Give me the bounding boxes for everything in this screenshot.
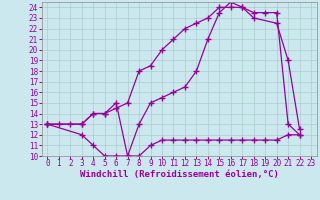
- X-axis label: Windchill (Refroidissement éolien,°C): Windchill (Refroidissement éolien,°C): [80, 170, 279, 179]
